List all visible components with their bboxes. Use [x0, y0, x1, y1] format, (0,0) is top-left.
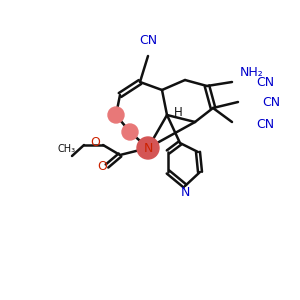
Text: N: N: [180, 185, 190, 199]
Text: CN: CN: [256, 118, 274, 130]
Text: CN: CN: [256, 76, 274, 88]
Circle shape: [122, 124, 138, 140]
Circle shape: [108, 107, 124, 123]
Text: O: O: [97, 160, 107, 172]
Text: N: N: [143, 142, 153, 154]
Text: O: O: [90, 136, 100, 149]
Text: CN: CN: [262, 95, 280, 109]
Circle shape: [137, 137, 159, 159]
Text: H: H: [174, 106, 182, 118]
Text: CH₃: CH₃: [58, 144, 76, 154]
Text: CN: CN: [139, 34, 157, 46]
Text: NH₂: NH₂: [240, 65, 264, 79]
